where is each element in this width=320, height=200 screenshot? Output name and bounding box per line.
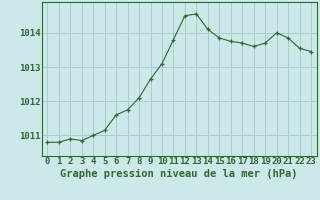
X-axis label: Graphe pression niveau de la mer (hPa): Graphe pression niveau de la mer (hPa) xyxy=(60,169,298,179)
